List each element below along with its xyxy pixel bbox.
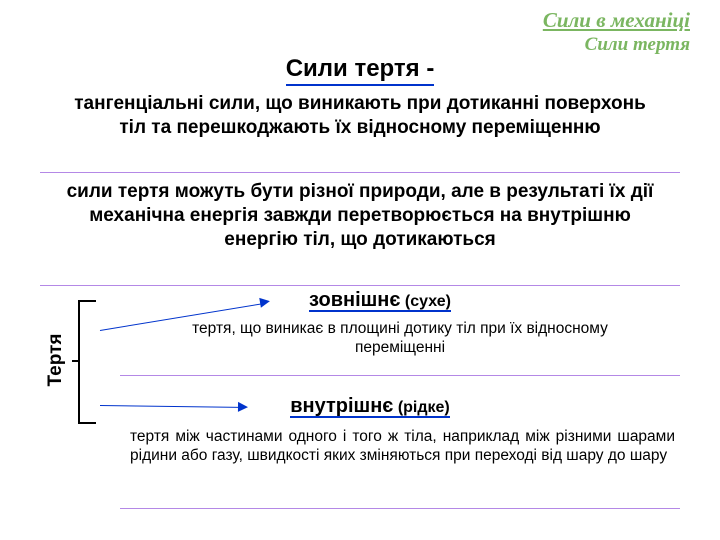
- section-internal-title-paren: (рідке): [398, 399, 450, 416]
- section-external-title-main: зовнішнє: [309, 289, 400, 311]
- divider-4: [120, 508, 680, 509]
- arrow-to-internal: [100, 405, 240, 408]
- header-category: Сили в механіці: [543, 8, 690, 33]
- main-title-text: Сили тертя -: [286, 55, 435, 86]
- divider-3: [120, 375, 680, 376]
- divider-2: [40, 285, 680, 286]
- divider-1: [40, 172, 680, 173]
- energy-paragraph: сили тертя можуть бути різної природи, а…: [60, 180, 660, 251]
- definition-paragraph: тангенціальні сили, що виникають при дот…: [60, 92, 660, 140]
- bracket-icon: [78, 300, 96, 424]
- section-internal-title-main: внутрішнє: [290, 395, 393, 417]
- header-subcategory: Сили тертя: [585, 34, 690, 56]
- section-external-desc: тертя, що виникає в площині дотику тіл п…: [190, 320, 610, 357]
- section-external-title: зовнішнє (сухе): [250, 289, 510, 312]
- section-internal-title: внутрішнє (рідке): [240, 395, 500, 418]
- section-internal-desc: тертя між частинами одного і того ж тіла…: [130, 428, 675, 465]
- main-title: Сили тертя -: [0, 55, 720, 86]
- section-external-title-paren: (сухе): [405, 293, 451, 310]
- vertical-label: Тертя: [45, 300, 67, 420]
